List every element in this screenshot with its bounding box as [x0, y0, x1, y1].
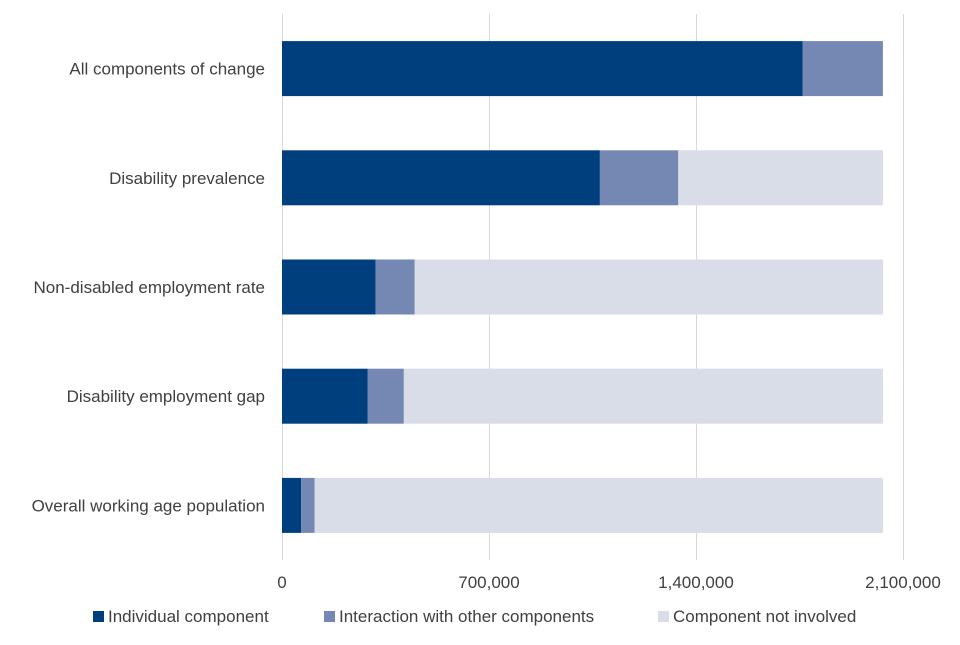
bar-4-series-1: [301, 477, 315, 533]
legend-label-2: Component not involved: [673, 607, 856, 626]
x-tick-label: 0: [277, 573, 286, 592]
category-label: Disability prevalence: [109, 169, 265, 188]
x-tick-label: 700,000: [458, 573, 519, 592]
legend-label-1: Interaction with other components: [339, 607, 594, 626]
bar-4-series-2: [314, 477, 883, 533]
legend-swatch-1: [324, 611, 335, 622]
bar-2-series-0: [282, 259, 376, 315]
x-axis-tick-labels: 0 700,000 1,400,000 2,100,000: [277, 573, 941, 592]
bar-2-series-1: [375, 259, 415, 315]
bar-3-series-1: [367, 368, 404, 424]
bar-1-series-0: [282, 150, 600, 206]
bar-3-series-0: [282, 368, 368, 424]
bar-0-series-1: [802, 41, 883, 97]
bar-1-series-1: [599, 150, 679, 206]
x-tick-label: 1,400,000: [658, 573, 734, 592]
legend-label-0: Individual component: [108, 607, 269, 626]
x-tick-label: 2,100,000: [865, 573, 941, 592]
category-label: Overall working age population: [32, 496, 265, 515]
category-label: Disability employment gap: [67, 387, 265, 406]
category-label: All components of change: [69, 60, 265, 79]
bar-4-series-0: [282, 477, 302, 533]
category-label: Non-disabled employment rate: [33, 278, 265, 297]
legend-swatch-0: [93, 611, 104, 622]
bar-0-series-0: [282, 41, 803, 97]
category-labels: All components of change Disability preva…: [32, 60, 265, 516]
bars: [282, 41, 883, 533]
legend: Individual component Interaction with oth…: [93, 607, 856, 626]
bar-2-series-2: [414, 259, 883, 315]
legend-swatch-2: [658, 611, 669, 622]
bar-1-series-2: [678, 150, 883, 206]
bar-3-series-2: [403, 368, 883, 424]
